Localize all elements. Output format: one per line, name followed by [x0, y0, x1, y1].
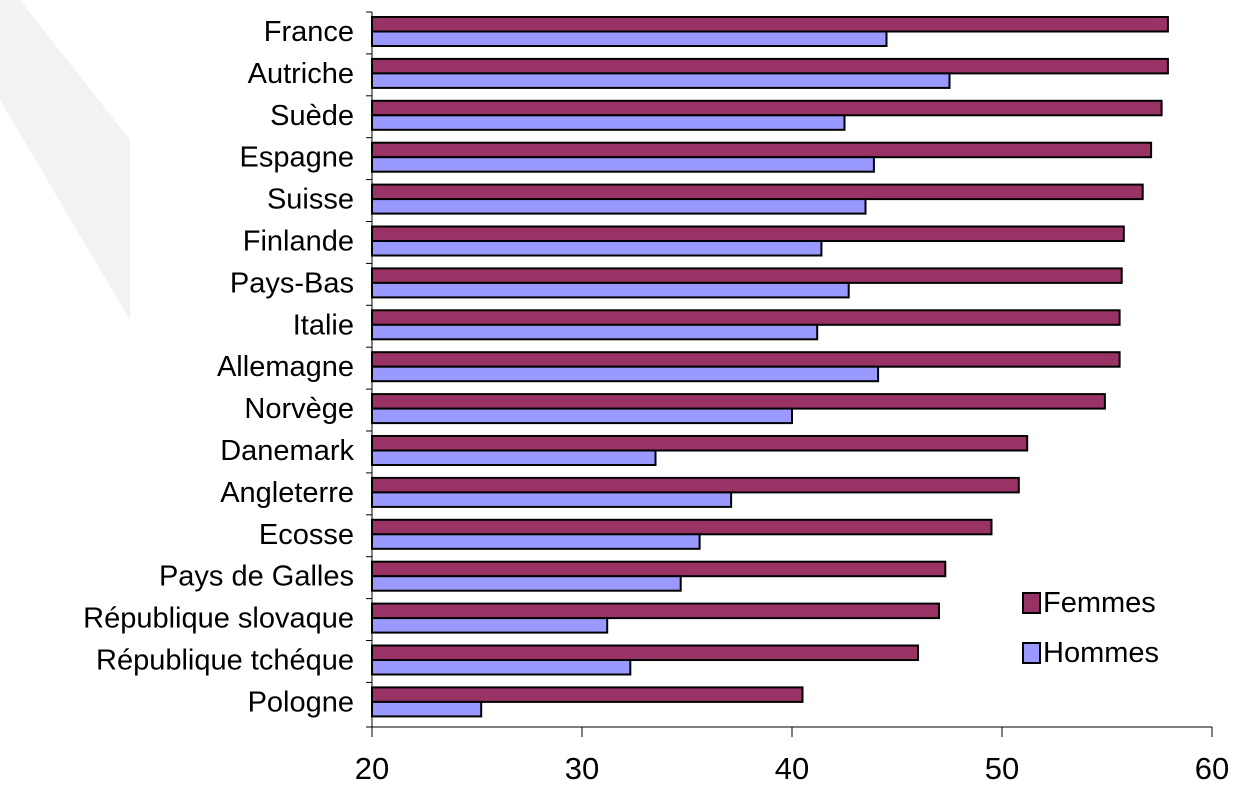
bar-hommes — [371, 240, 823, 257]
bar-hommes — [371, 617, 609, 634]
bar-femmes — [371, 141, 1153, 159]
category-label: Autriche — [248, 58, 354, 90]
bar-femmes — [371, 57, 1169, 75]
category-label: France — [264, 16, 354, 48]
bar-hommes — [371, 659, 632, 676]
bar-femmes — [371, 309, 1121, 326]
category-label: Norvège — [244, 393, 354, 425]
legend: Femmes Hommes — [1022, 587, 1159, 669]
x-tick-label: 20 — [355, 751, 389, 786]
bar-hommes — [371, 156, 875, 173]
bar-hommes — [371, 491, 733, 508]
category-label: Suisse — [267, 184, 354, 216]
bar-hommes — [371, 198, 867, 215]
bar-hommes — [371, 323, 819, 341]
bar-hommes — [371, 30, 888, 47]
bar-hommes — [371, 407, 793, 425]
bar-femmes — [371, 183, 1144, 201]
bar-hommes — [371, 575, 682, 592]
bar-hommes — [371, 281, 850, 299]
category-label: Finlande — [243, 226, 354, 258]
legend-swatch-hommes — [1022, 642, 1041, 664]
x-tick-label: 40 — [775, 751, 809, 786]
bar-femmes — [371, 435, 1029, 452]
bar-femmes — [371, 16, 1169, 33]
x-tick-label: 30 — [565, 751, 599, 786]
category-label: Ecosse — [259, 519, 354, 551]
bar-hommes — [371, 533, 701, 550]
category-label: République tchéque — [96, 645, 354, 677]
category-label: Pologne — [248, 686, 354, 718]
x-tick-label: 50 — [985, 751, 1019, 786]
bar-femmes — [371, 476, 1020, 494]
bar-femmes — [371, 225, 1125, 242]
bar-femmes — [371, 686, 804, 703]
category-label: Danemark — [220, 435, 354, 467]
bar-hommes — [371, 700, 483, 718]
bar-femmes — [371, 560, 947, 578]
category-label: Pays-Bas — [230, 267, 354, 299]
category-label: Espagne — [240, 142, 355, 174]
bar-hommes — [371, 114, 846, 131]
legend-label: Hommes — [1043, 637, 1159, 669]
category-label: Suède — [270, 100, 354, 132]
category-label: Angleterre — [220, 477, 354, 509]
bar-hommes — [371, 449, 657, 466]
category-label: Allemagne — [217, 351, 354, 383]
legend-swatch-femmes — [1022, 592, 1041, 614]
bar-femmes — [371, 267, 1123, 284]
bar-hommes — [371, 72, 951, 89]
category-label: Italie — [293, 309, 354, 341]
bar-femmes — [371, 393, 1106, 410]
category-label: République slovaque — [83, 603, 354, 635]
bar-femmes — [371, 644, 919, 661]
labels-layer: France Autriche Suède Espagne Suisse Finlande… — [83, 16, 1229, 786]
bar-femmes — [371, 351, 1121, 368]
x-tick-label: 60 — [1195, 751, 1229, 786]
axes-layer — [366, 11, 1213, 737]
bar-hommes — [371, 365, 880, 383]
bar-femmes — [371, 518, 993, 536]
bar-femmes — [371, 99, 1163, 117]
category-label: Pays de Galles — [159, 561, 354, 593]
bar-femmes — [371, 602, 940, 620]
watermark-shape — [0, 0, 130, 320]
legend-label: Femmes — [1043, 587, 1156, 619]
